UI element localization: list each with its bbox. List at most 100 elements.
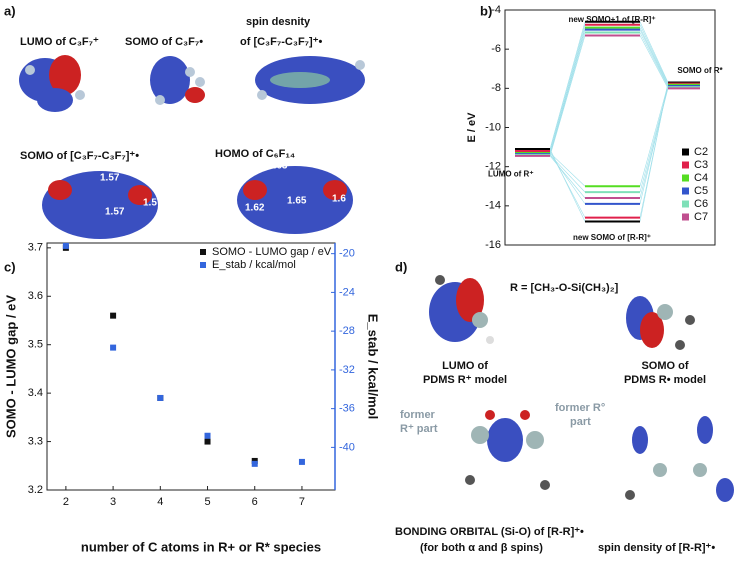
legend-swatch	[682, 187, 689, 195]
panel-label: c)	[4, 259, 16, 274]
caption: SOMO of C₃F₇•	[125, 36, 203, 48]
bond-length: 1.63	[268, 161, 288, 172]
connector	[549, 154, 586, 193]
point	[204, 432, 211, 439]
x-tick-label: 6	[252, 496, 258, 508]
caption: LUMO of C₃F₇⁺	[20, 36, 99, 48]
legend-label: C4	[694, 172, 708, 184]
x-tick-label: 3	[110, 496, 116, 508]
caption: SOMO of	[641, 360, 688, 372]
legend-swatch	[200, 249, 206, 255]
legend-label: SOMO - LUMO gap / eV	[212, 246, 332, 258]
connector	[639, 84, 669, 187]
annotation: part	[570, 416, 591, 428]
y-tick-label: 3.5	[28, 339, 43, 351]
caption: HOMO of C₆F₁₄	[215, 148, 295, 160]
point	[110, 344, 117, 351]
y-tick-label: 3.4	[28, 387, 43, 399]
annotation: former	[400, 409, 436, 421]
connector	[639, 88, 669, 199]
category-label: new SOMO of [R-R]⁺	[573, 233, 651, 242]
connector	[549, 24, 586, 152]
connector	[549, 148, 586, 222]
y2-tick-label: -36	[339, 403, 355, 415]
y2-tick-label: -24	[339, 286, 355, 298]
connector	[549, 155, 586, 199]
category-label: new SOMO+1 of [R-R]⁺	[568, 15, 655, 24]
y-tick-label: -4	[491, 4, 501, 16]
y-axis-label: SOMO - LUMO gap / eV	[3, 295, 18, 438]
connector	[639, 21, 669, 83]
legend-swatch	[682, 148, 689, 156]
legend-swatch	[682, 213, 689, 221]
connector	[639, 32, 669, 88]
legend-swatch	[200, 262, 206, 268]
caption: BONDING ORBITAL (Si-O) of [R-R]⁺•	[395, 526, 584, 538]
connector	[549, 153, 586, 205]
y-tick-label: 3.7	[28, 242, 43, 254]
point	[110, 312, 117, 319]
y-tick-label: 3.3	[28, 435, 43, 447]
category-label: LUMO of R⁺	[488, 170, 534, 179]
category-label: SOMO of R*	[677, 66, 723, 75]
legend-label: C6	[694, 198, 708, 210]
y-axis-label: E / eV	[466, 112, 478, 143]
panel-label: b)	[480, 3, 492, 18]
connector	[549, 21, 586, 150]
x-tick-label: 4	[157, 496, 163, 508]
molecule	[429, 275, 734, 502]
y-tick-label: -16	[485, 239, 501, 251]
legend-label: C2	[694, 146, 708, 158]
y-tick-label: -12	[485, 161, 501, 173]
connector	[639, 35, 669, 89]
caption: PDMS R• model	[624, 374, 706, 386]
legend-label: E_stab / kcal/mol	[212, 259, 296, 271]
annotation: former R°	[555, 402, 605, 414]
connector	[549, 32, 586, 155]
caption: of [C₃F₇-C₃F₇]⁺•	[240, 36, 323, 48]
y2-tick-label: -28	[339, 325, 355, 337]
connector	[639, 29, 669, 87]
x-axis-label: number of C atoms in R+ or R* species	[81, 539, 321, 554]
caption: LUMO of	[442, 360, 488, 372]
point	[251, 460, 258, 467]
connector	[549, 27, 586, 154]
point	[62, 242, 69, 249]
caption: R = [CH₃-O-Si(CH₃)₂]	[510, 282, 619, 294]
x-tick-label: 7	[299, 496, 305, 508]
caption: spin density of [R-R]⁺•	[598, 542, 715, 554]
y-tick-label: 3.2	[28, 484, 43, 496]
legend-label: C3	[694, 159, 708, 171]
y2-tick-label: -20	[339, 248, 355, 260]
y2-axis-label: E_stab / kcal/mol	[366, 314, 381, 420]
bond-length: 1.62	[245, 203, 265, 214]
caption: spin desnity	[246, 16, 311, 28]
y-tick-label: -8	[491, 82, 501, 94]
x-tick-label: 2	[63, 496, 69, 508]
y2-tick-label: -40	[339, 441, 355, 453]
y-tick-label: -14	[485, 200, 501, 212]
caption: (for both α and β spins)	[420, 542, 543, 554]
y-tick-label: -6	[491, 43, 501, 55]
connector	[549, 152, 586, 187]
caption: PDMS R⁺ model	[423, 374, 507, 386]
point	[204, 438, 211, 445]
panel-label: a)	[4, 3, 16, 18]
molecule	[19, 55, 365, 239]
panel-label: d)	[395, 259, 407, 274]
x-tick-label: 5	[204, 496, 210, 508]
annotation: R⁺ part	[400, 423, 438, 435]
plot-frame	[504, 9, 716, 246]
y2-tick-label: -32	[339, 364, 355, 376]
y-tick-label: -10	[485, 121, 501, 133]
point	[157, 394, 164, 401]
bond-length: 1.65	[287, 196, 307, 207]
legend-swatch	[682, 174, 689, 182]
connector	[639, 87, 669, 193]
bond-length: 1.6	[332, 194, 346, 205]
connector	[639, 24, 669, 84]
bond-length: 1.57	[100, 173, 120, 184]
bond-length: 1.57	[105, 207, 125, 218]
